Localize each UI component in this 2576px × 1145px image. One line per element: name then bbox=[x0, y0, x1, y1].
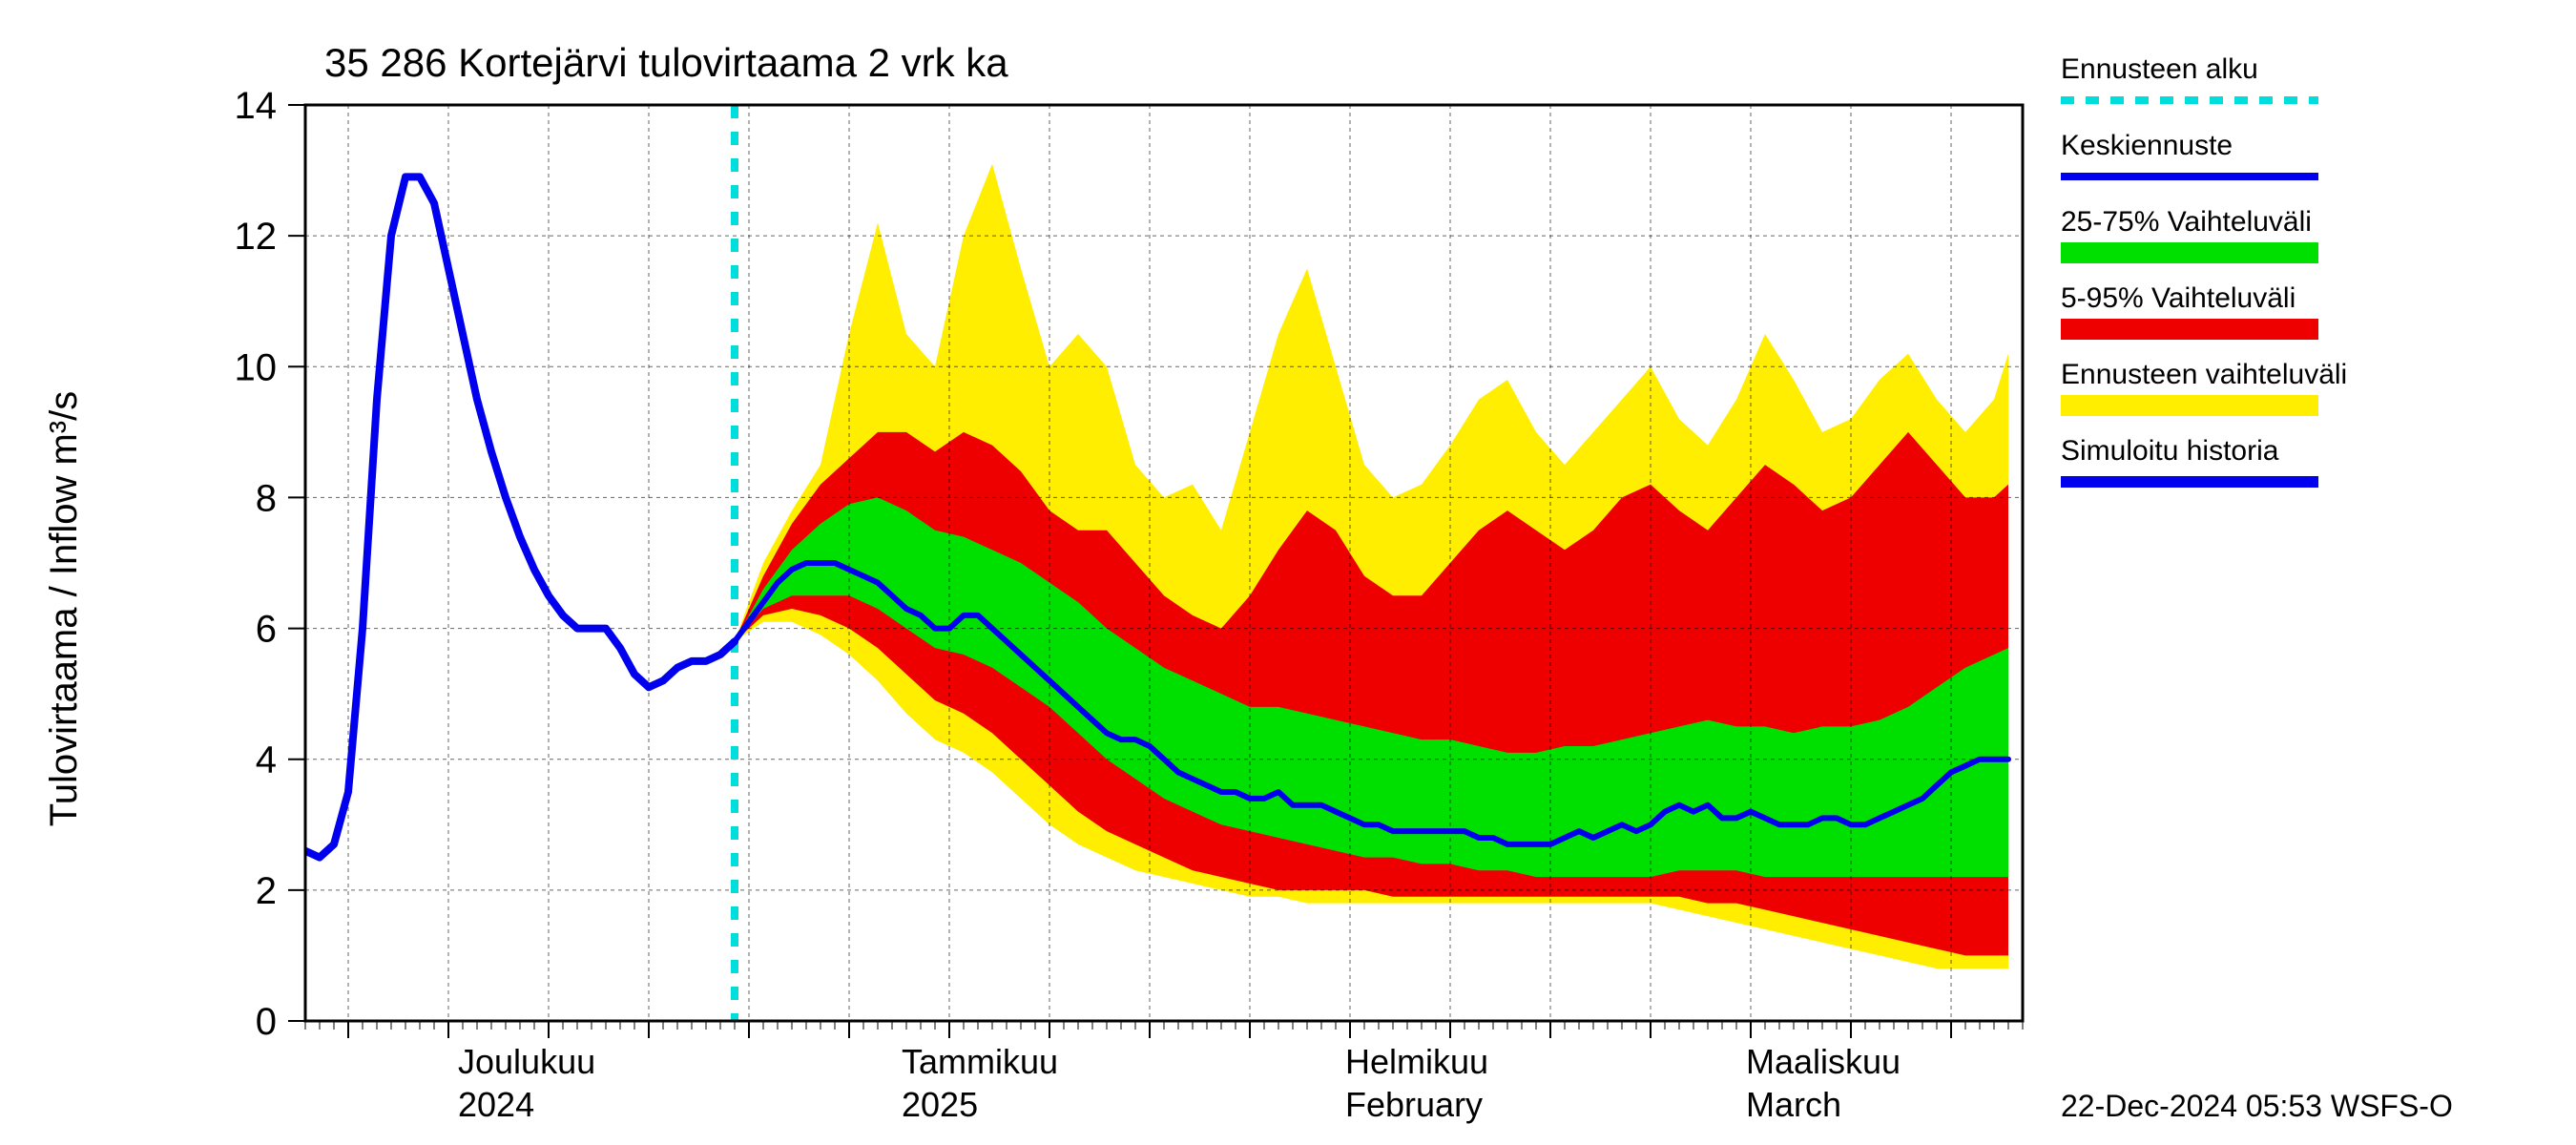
ytick-label: 10 bbox=[235, 346, 278, 388]
legend-swatch bbox=[2061, 242, 2318, 263]
legend-label: Keskiennuste bbox=[2061, 130, 2233, 161]
month-label-bottom: 2025 bbox=[902, 1085, 978, 1124]
legend-label: 25-75% Vaihteluväli bbox=[2061, 206, 2312, 238]
legend-label: 5-95% Vaihteluväli bbox=[2061, 282, 2296, 314]
month-label-top: Joulukuu bbox=[458, 1042, 595, 1081]
month-label-top: Helmikuu bbox=[1345, 1042, 1488, 1081]
ytick-label: 4 bbox=[256, 739, 277, 781]
ytick-label: 6 bbox=[256, 609, 277, 651]
legend-label: Simuloitu historia bbox=[2061, 435, 2279, 467]
footer-timestamp: 22-Dec-2024 05:53 WSFS-O bbox=[2061, 1089, 2453, 1123]
ytick-label: 2 bbox=[256, 870, 277, 912]
ytick-label: 0 bbox=[256, 1001, 277, 1043]
legend-label: Ennusteen alku bbox=[2061, 53, 2258, 85]
inflow-forecast-chart: 0 2 4 6 8 10 12 14 Joulukuu 2024 Tammikuu 2025 Helmi… bbox=[0, 0, 2576, 1145]
chart-title: 35 286 Kortejärvi tulovirtaama 2 vrk ka bbox=[324, 40, 1008, 85]
month-label-bottom: February bbox=[1345, 1085, 1483, 1124]
ytick-label: 8 bbox=[256, 477, 277, 519]
ytick-label: 14 bbox=[235, 85, 278, 127]
y-axis-label: Tulovirtaama / Inflow m³/s bbox=[43, 391, 85, 826]
legend-label: Ennusteen vaihteluväli bbox=[2061, 359, 2347, 390]
month-label-bottom: 2024 bbox=[458, 1085, 534, 1124]
month-label-top: Maaliskuu bbox=[1746, 1042, 1901, 1081]
history-line bbox=[305, 177, 735, 857]
legend-swatch bbox=[2061, 319, 2318, 340]
month-label-top: Tammikuu bbox=[902, 1042, 1058, 1081]
month-label-bottom: March bbox=[1746, 1085, 1841, 1124]
legend-swatch bbox=[2061, 395, 2318, 416]
ytick-label: 12 bbox=[235, 216, 278, 258]
